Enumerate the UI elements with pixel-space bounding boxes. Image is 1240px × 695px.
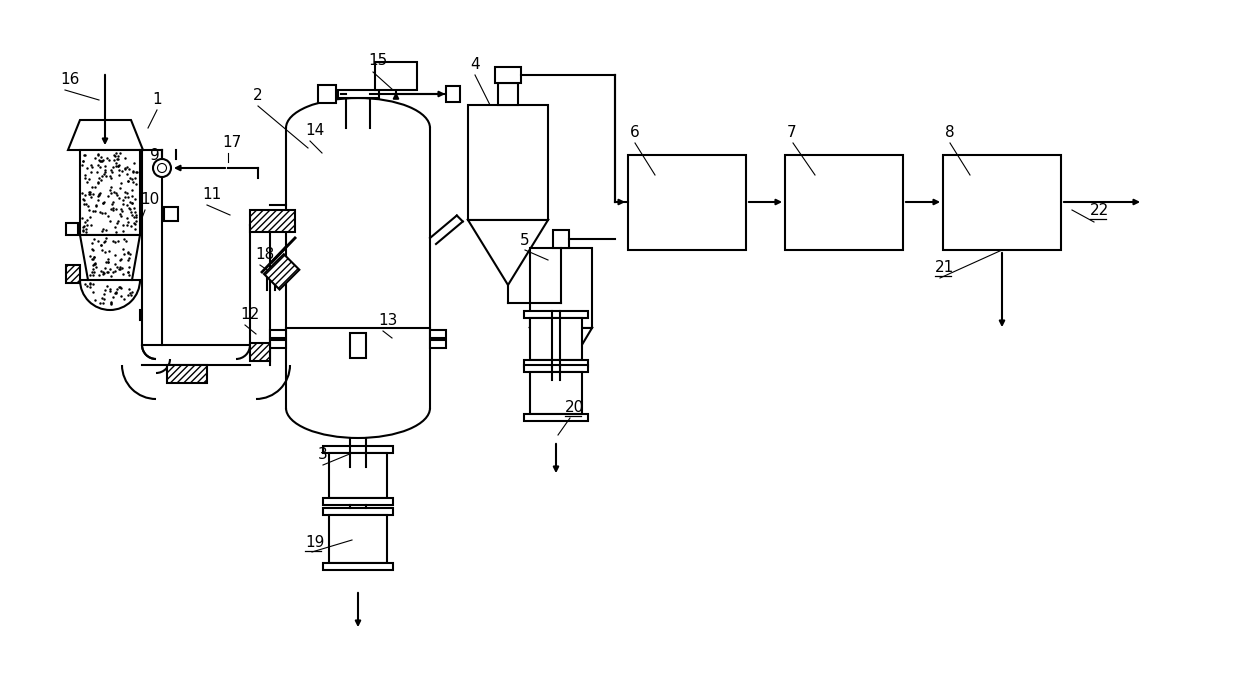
Bar [529, 318, 582, 360]
Text: 4: 4 [470, 57, 480, 72]
Bar [374, 62, 417, 90]
Text: 16: 16 [60, 72, 79, 87]
Bar [264, 254, 299, 290]
Bar [66, 265, 81, 283]
Text: 3: 3 [317, 447, 327, 462]
Bar [446, 86, 460, 102]
Text: 18: 18 [255, 247, 274, 262]
Text: 12: 12 [241, 307, 259, 322]
Text: 7: 7 [787, 125, 796, 140]
Bar [270, 340, 286, 348]
Bar [785, 155, 903, 250]
Circle shape [157, 163, 166, 172]
Bar [322, 498, 393, 505]
Bar [495, 67, 521, 83]
Bar [525, 360, 588, 367]
Bar [498, 83, 518, 105]
Text: 1: 1 [153, 92, 161, 107]
Bar [66, 223, 78, 235]
Bar [329, 453, 387, 498]
Bar [339, 453, 378, 460]
Bar [322, 446, 393, 453]
Bar [430, 330, 446, 338]
Text: 11: 11 [202, 187, 221, 202]
Text: 21: 21 [935, 260, 955, 275]
Circle shape [153, 159, 171, 177]
Bar [529, 248, 591, 328]
Bar [627, 155, 746, 250]
Bar [553, 230, 569, 248]
Bar [467, 105, 548, 220]
Bar [525, 365, 588, 372]
Bar [525, 414, 588, 421]
Text: 13: 13 [378, 313, 397, 328]
Text: 8: 8 [945, 125, 955, 140]
Bar [250, 343, 270, 361]
Polygon shape [81, 235, 140, 280]
Text: 15: 15 [368, 53, 387, 68]
Text: 10: 10 [140, 192, 159, 207]
Text: 19: 19 [305, 535, 325, 550]
Bar [322, 508, 393, 515]
Bar [350, 333, 366, 358]
Bar [339, 460, 378, 467]
Polygon shape [68, 120, 143, 150]
Bar [164, 207, 179, 221]
Bar [525, 311, 588, 318]
Bar [430, 340, 446, 348]
Polygon shape [529, 328, 591, 380]
Bar [529, 372, 582, 414]
Bar [270, 330, 286, 338]
Text: 2: 2 [253, 88, 263, 103]
Bar [339, 90, 379, 98]
Text: 20: 20 [565, 400, 584, 415]
Text: 9: 9 [150, 148, 160, 163]
Bar [250, 210, 295, 232]
Text: 22: 22 [1090, 203, 1110, 218]
Bar [329, 515, 387, 563]
Text: 14: 14 [305, 123, 324, 138]
Bar [167, 365, 207, 383]
Bar [317, 85, 336, 103]
Text: 5: 5 [520, 233, 529, 248]
Text: 17: 17 [222, 135, 242, 150]
Bar [81, 150, 140, 235]
Bar [322, 563, 393, 570]
Polygon shape [467, 220, 548, 285]
Bar [942, 155, 1061, 250]
Text: 6: 6 [630, 125, 640, 140]
